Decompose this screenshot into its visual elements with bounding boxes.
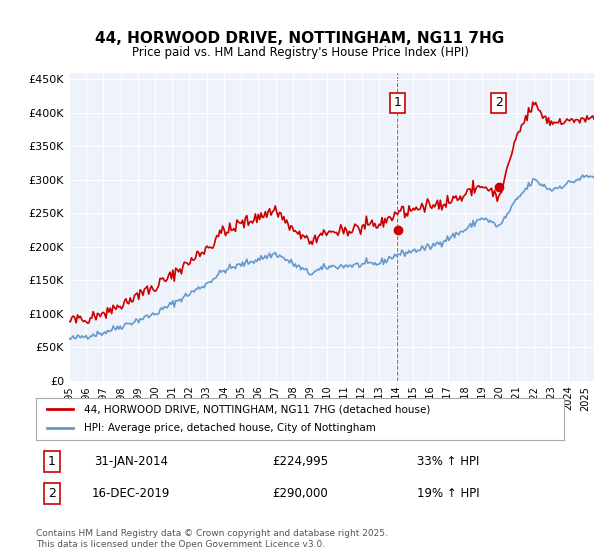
Text: 2: 2 xyxy=(48,487,56,500)
Text: HPI: Average price, detached house, City of Nottingham: HPI: Average price, detached house, City… xyxy=(83,423,376,433)
Text: 33% ↑ HPI: 33% ↑ HPI xyxy=(416,455,479,468)
Text: 2: 2 xyxy=(495,96,503,109)
Text: 19% ↑ HPI: 19% ↑ HPI xyxy=(416,487,479,500)
Text: 44, HORWOOD DRIVE, NOTTINGHAM, NG11 7HG (detached house): 44, HORWOOD DRIVE, NOTTINGHAM, NG11 7HG … xyxy=(83,404,430,414)
Text: £290,000: £290,000 xyxy=(272,487,328,500)
Text: 16-DEC-2019: 16-DEC-2019 xyxy=(92,487,170,500)
Text: Price paid vs. HM Land Registry's House Price Index (HPI): Price paid vs. HM Land Registry's House … xyxy=(131,46,469,59)
Text: Contains HM Land Registry data © Crown copyright and database right 2025.
This d: Contains HM Land Registry data © Crown c… xyxy=(36,529,388,549)
Text: 31-JAN-2014: 31-JAN-2014 xyxy=(94,455,168,468)
Text: 1: 1 xyxy=(394,96,401,109)
Text: 44, HORWOOD DRIVE, NOTTINGHAM, NG11 7HG: 44, HORWOOD DRIVE, NOTTINGHAM, NG11 7HG xyxy=(95,31,505,46)
Text: £224,995: £224,995 xyxy=(272,455,328,468)
Text: 1: 1 xyxy=(48,455,56,468)
